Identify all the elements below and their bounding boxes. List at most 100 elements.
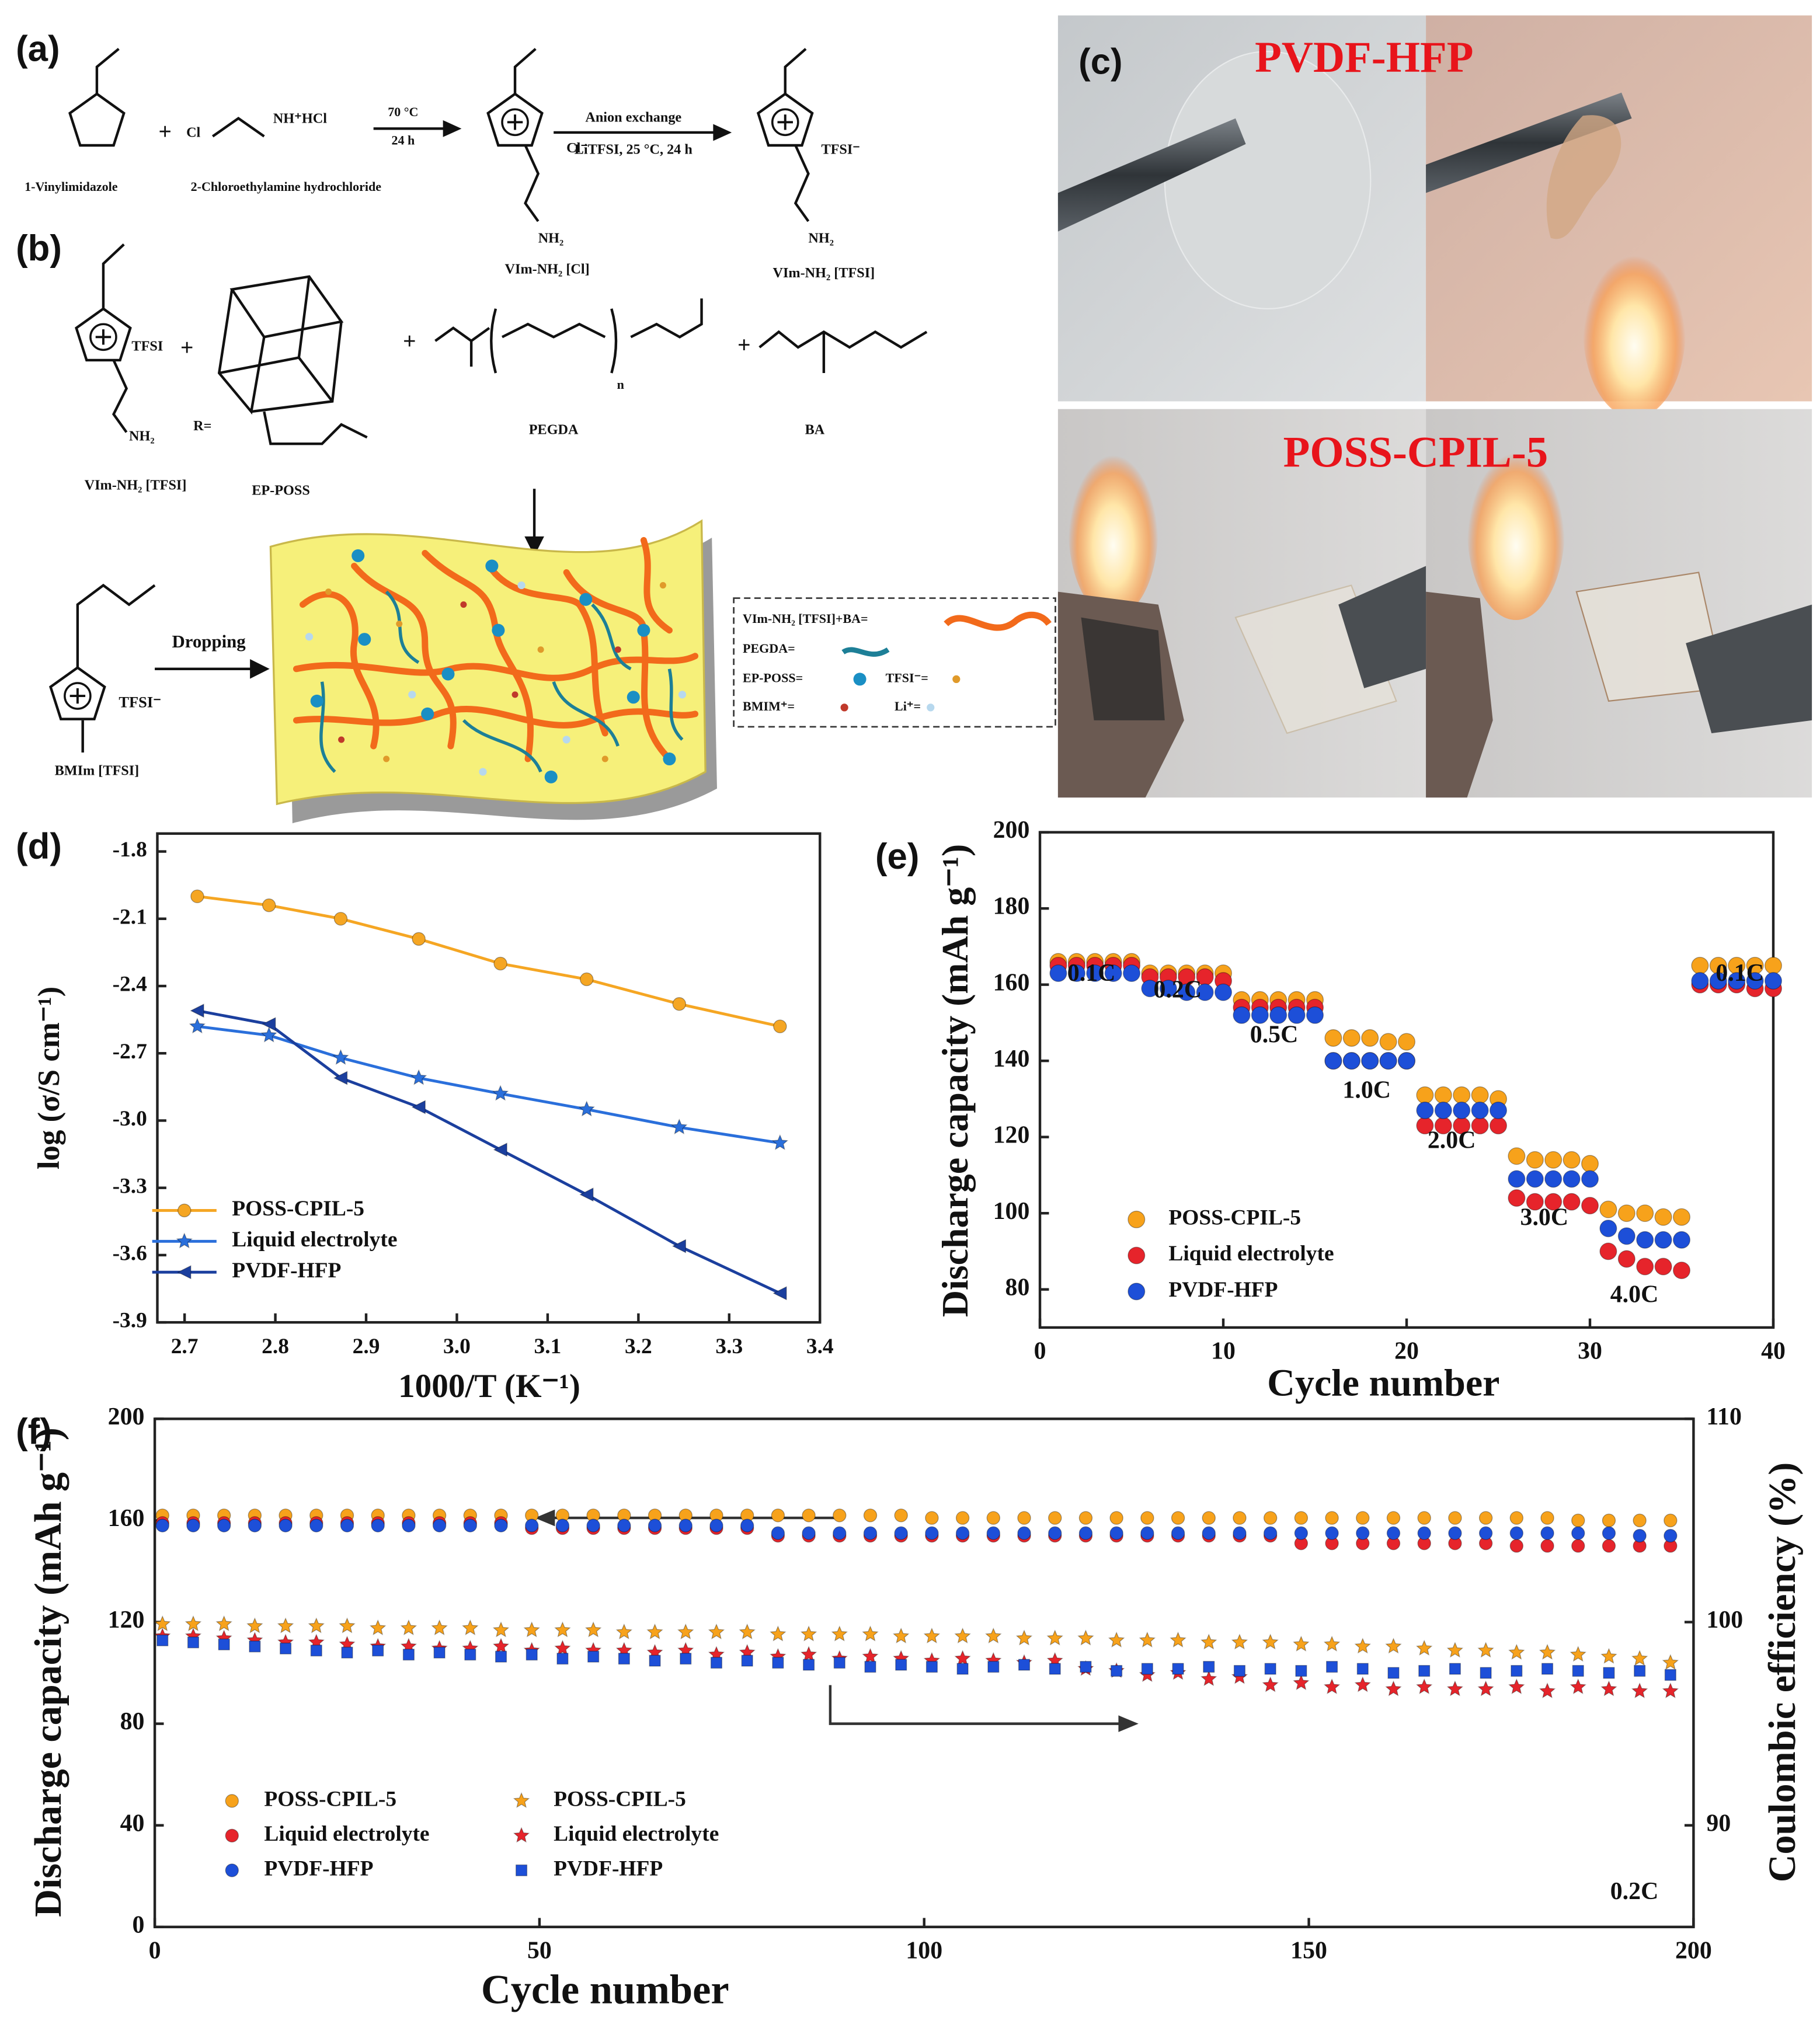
shape-circle [358, 633, 371, 646]
shape-circle [853, 673, 866, 686]
data-point [1342, 1029, 1360, 1047]
y2-tick-label: 110 [1706, 1403, 1741, 1430]
data-point [1654, 1257, 1672, 1276]
data-point [402, 1649, 415, 1661]
shape-path [293, 653, 699, 681]
data-point [1617, 1250, 1635, 1268]
data-point [1541, 1663, 1554, 1675]
data-point [1354, 1676, 1372, 1692]
data-point [1446, 1642, 1464, 1658]
data-point [249, 1640, 261, 1653]
data-point [1544, 1193, 1563, 1211]
data-point [1603, 1667, 1615, 1679]
data-point [1599, 1200, 1617, 1218]
data-point [215, 1615, 232, 1632]
data-point [340, 1518, 354, 1532]
shape-path [552, 681, 620, 747]
shape-polygon [1118, 1715, 1139, 1732]
scheme-label: EP-POSS [252, 482, 310, 498]
shape-circle [517, 581, 526, 590]
data-point [187, 1636, 199, 1649]
data-point [1570, 1678, 1586, 1695]
shape-g [305, 581, 687, 776]
data-point [339, 1617, 356, 1633]
annotation: 0.1C [1715, 960, 1764, 987]
data-point [1673, 1231, 1690, 1249]
data-point [862, 1625, 879, 1642]
data-point [1251, 1006, 1269, 1024]
shape-path [217, 275, 344, 415]
x-tick-label: 3.4 [806, 1335, 834, 1358]
data-point [1202, 1511, 1216, 1525]
shape-polygon [443, 120, 462, 137]
data-point [833, 1526, 847, 1540]
annotation: 4.0C [1610, 1281, 1659, 1308]
data-point [1293, 1674, 1310, 1691]
shape-g [319, 590, 684, 774]
scheme-label: NH₂ [538, 230, 564, 246]
data-point [833, 1509, 847, 1523]
annotation: 3.0C [1520, 1204, 1569, 1231]
data-point [892, 1627, 910, 1643]
shape-circle [627, 691, 640, 704]
data-point [1361, 1052, 1379, 1070]
shape-circle [325, 588, 332, 595]
shape-circle [927, 703, 935, 712]
scheme-label: TFSI⁻ [119, 693, 161, 710]
data-point [1067, 964, 1085, 983]
data-point [1398, 1052, 1416, 1070]
series-line [197, 1025, 781, 1145]
shape-path [293, 706, 699, 729]
data-point [1325, 1526, 1339, 1540]
shape-polyline [513, 48, 537, 94]
data-point [189, 1018, 206, 1034]
data-point [618, 1653, 630, 1665]
data-point [1018, 1659, 1031, 1671]
x-tick-label: 0 [149, 1937, 161, 1964]
photo-title: POSS-CPIL-5 [1283, 428, 1548, 476]
scheme-label: EP-POSS= [743, 670, 803, 685]
data-point [462, 1619, 479, 1636]
data-point [1631, 1682, 1648, 1698]
legend-label: PVDF-HFP [554, 1856, 663, 1880]
y-tick-label: -2.4 [113, 973, 148, 997]
data-point [1602, 1539, 1616, 1553]
shape-polygon [1686, 604, 1812, 733]
data-point [773, 1019, 787, 1033]
x-tick-label: 50 [527, 1937, 552, 1964]
x-tick-label: 0 [1034, 1338, 1046, 1365]
data-point [1417, 1526, 1431, 1540]
data-point [1233, 1511, 1247, 1525]
data-point [1571, 1526, 1585, 1540]
scheme-label: + [737, 332, 751, 358]
series-line [197, 894, 781, 1028]
data-point [925, 1526, 939, 1540]
data-point [1418, 1665, 1431, 1677]
data-point [463, 1518, 477, 1532]
data-point [279, 1518, 293, 1532]
data-point [1664, 1669, 1676, 1681]
data-point [1215, 983, 1233, 1001]
data-point [1294, 1526, 1309, 1540]
data-point [802, 1509, 816, 1523]
shape-circle [460, 601, 467, 608]
legend-label: Liquid electrolyte [232, 1228, 397, 1252]
data-point [1581, 1197, 1599, 1215]
data-point [1453, 1102, 1471, 1119]
data-point [1636, 1257, 1654, 1276]
data-point [1264, 1663, 1276, 1675]
data-point [186, 1518, 200, 1532]
data-point [1526, 1151, 1544, 1169]
data-point [1600, 1680, 1617, 1696]
data-point [400, 1619, 417, 1636]
data-point [1434, 1086, 1452, 1104]
scheme-label: NH⁺HCl [273, 110, 327, 126]
legend-marker [178, 1203, 192, 1218]
annotation: 0.2C [1610, 1878, 1659, 1905]
data-point [1477, 1642, 1494, 1658]
shape-path [434, 326, 490, 367]
data-point [1323, 1635, 1341, 1652]
data-point [800, 1646, 817, 1662]
